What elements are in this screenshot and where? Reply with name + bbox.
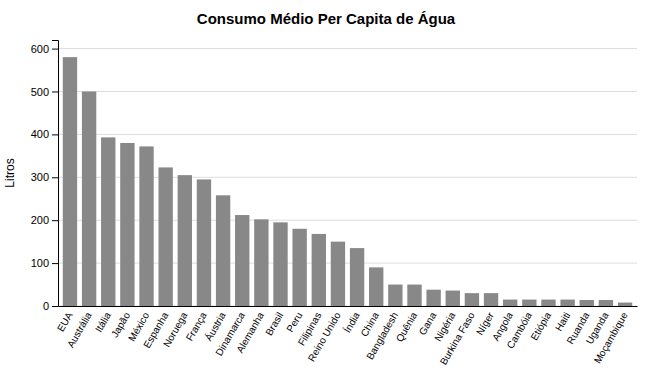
grid-line (58, 134, 637, 135)
tick-label: Alemanha (234, 310, 266, 355)
bar (369, 267, 383, 306)
bar (503, 300, 517, 306)
grid-line (58, 91, 637, 92)
bar (254, 219, 268, 306)
tick-label: Noruega (161, 310, 190, 349)
tick-mark (52, 49, 58, 50)
bar (63, 57, 77, 306)
bar (158, 167, 172, 306)
bar (618, 303, 632, 306)
tick: Haiti (553, 310, 573, 333)
bar (426, 290, 440, 306)
bar (446, 291, 460, 306)
tick: Noruega (161, 310, 190, 349)
bar (599, 300, 613, 306)
bar (216, 195, 230, 306)
bar (484, 293, 498, 306)
tick-label: 0 (43, 300, 49, 312)
bar (139, 146, 153, 306)
tick-mark (52, 220, 58, 221)
tick-label: 200 (31, 214, 49, 226)
y-axis: 0 100 200 300 400 500 600 (31, 41, 59, 313)
tick-label: 400 (31, 128, 49, 140)
bar (235, 215, 249, 306)
tick-label: Reino Unido (306, 310, 343, 364)
tick: 300 (31, 171, 58, 183)
tick: Brasil (263, 310, 285, 337)
bar (312, 234, 326, 306)
tick-label: Brasil (263, 310, 285, 337)
axis-line (52, 41, 59, 307)
tick: Austrália (65, 310, 94, 350)
bar (541, 300, 555, 306)
tick-label: Quênia (394, 310, 420, 344)
bar (465, 293, 479, 306)
tick-mark (52, 306, 58, 307)
tick-mark (52, 134, 58, 135)
tick: Etiópia (528, 310, 553, 342)
bar (580, 300, 594, 306)
tick: Alemanha (234, 310, 266, 355)
x-axis: EUAAustráliaItáliaJapãoMéxicoEspanhaNoru… (55, 307, 638, 367)
tick-label: Haiti (553, 310, 573, 333)
bar (560, 300, 574, 306)
tick-label: 300 (31, 171, 49, 183)
grid (58, 49, 637, 306)
tick-label: Cambóia (505, 310, 535, 351)
tick-label: 100 (31, 257, 49, 269)
tick: Moçambique (592, 310, 630, 365)
tick: Cambóia (505, 310, 535, 351)
tick: 0 (43, 300, 58, 312)
tick: Burkina Faso (438, 310, 477, 367)
y-axis-title: Litros (3, 158, 17, 187)
bar (331, 242, 345, 306)
tick-mark (52, 263, 58, 264)
tick-mark (52, 91, 58, 92)
tick-label: 500 (31, 86, 49, 98)
grid-line (58, 48, 637, 49)
bar (292, 229, 306, 306)
bar (407, 285, 421, 306)
tick: Reino Unido (306, 310, 343, 364)
tick: 500 (31, 86, 58, 98)
tick-label: Moçambique (592, 310, 630, 365)
bar (178, 175, 192, 306)
tick-label: Austrália (65, 310, 94, 350)
bar (522, 300, 536, 306)
tick: 100 (31, 257, 58, 269)
bars (63, 57, 632, 306)
bar (388, 285, 402, 306)
plot: 0 100 200 300 400 500 600 EUAAustráliaItáliaJap… (3, 41, 638, 367)
axis-line (59, 306, 638, 307)
bar (82, 91, 96, 306)
bar (197, 179, 211, 306)
tick: Quênia (394, 310, 420, 344)
tick-label: Burkina Faso (438, 310, 477, 367)
tick: 400 (31, 128, 58, 140)
tick-label: Etiópia (528, 310, 553, 342)
bar (273, 222, 287, 306)
bar (350, 248, 364, 306)
tick: 600 (31, 43, 58, 55)
chart: Consumo Médio Per Capita de Água 0 100 200 3… (0, 0, 652, 391)
bar (120, 143, 134, 306)
tick-mark (52, 177, 58, 178)
bar (101, 137, 115, 306)
tick: 200 (31, 214, 58, 226)
title: Consumo Médio Per Capita de Água (197, 10, 456, 27)
tick-label: 600 (31, 43, 49, 55)
